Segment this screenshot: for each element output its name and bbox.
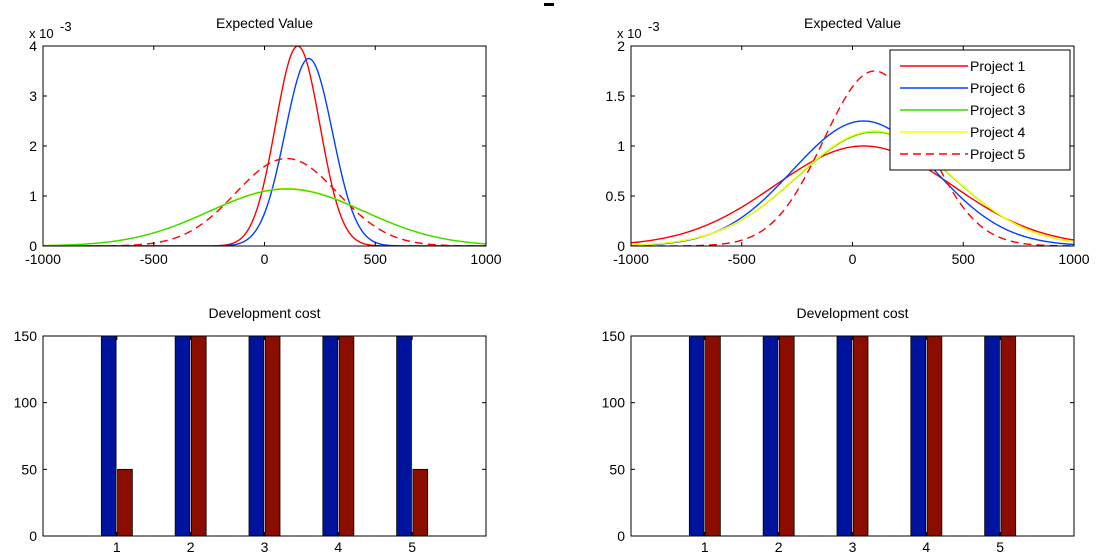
ev-right-xtick-label: 500: [952, 251, 976, 267]
ev-right-scale-exponent: -3: [648, 19, 660, 34]
cost-left-bar-3-series-2: [264, 336, 281, 536]
cost-right-ytick-label: 100: [602, 395, 626, 411]
ev-right-data: [631, 70, 1074, 246]
ev-left-ytick-label: 1: [29, 188, 37, 204]
ev-left-series-line-5: [43, 188, 486, 246]
cost-left-bar-2-series-2: [191, 336, 207, 536]
ev-right-legend-label-5: Project 5: [970, 146, 1025, 162]
cost-left-xtick-label: 2: [187, 539, 195, 553]
ev-left-plot-area: [43, 46, 486, 246]
ev-left-xtick-label: 0: [261, 251, 269, 267]
cost-right-data: [688, 336, 1017, 536]
cost-right-xtick-label: 3: [849, 539, 857, 553]
cost-left-data: [100, 336, 429, 536]
cost-left-bar-5-series-1: [396, 336, 412, 536]
ev-left-series-line-1: [43, 46, 486, 246]
cost-right-bar-3-series-2: [852, 336, 869, 536]
cost-right-bar-1-series-2: [705, 336, 721, 536]
cost-right-xtick-label: 5: [996, 539, 1004, 553]
cost-right-xtick-label: 4: [922, 539, 930, 553]
cost-left-ytick-label: 50: [21, 461, 37, 477]
ev-left-ytick-label: 2: [29, 138, 37, 154]
cost-left-bar-2-series-1: [174, 336, 191, 536]
ev-left-ytick-label: 4: [29, 38, 37, 54]
stray-dash-mark: [544, 3, 554, 6]
cost-right-title: Development cost: [796, 305, 908, 321]
cost-left-bar-1-series-1: [100, 336, 117, 536]
cost-left-bar-5-series-2: [412, 468, 429, 536]
ev-right-series-line-4: [631, 130, 1074, 246]
cost-right-bar-5-series-1: [984, 336, 1000, 536]
ev-right-xtick-label: 0: [849, 251, 857, 267]
cost-left-ytick-label: 0: [29, 528, 37, 544]
cost-right-bar-4-series-1: [910, 336, 926, 536]
ev-right-ytick-label: 1: [617, 138, 625, 154]
cost-left-ytick-label: 150: [14, 328, 38, 344]
cost-right-ytick-label: 50: [609, 461, 625, 477]
ev-right-ytick-label: 2: [617, 38, 625, 54]
ev-right-xtick-label: 1000: [1058, 251, 1089, 267]
cost-right-bar-3-series-1: [836, 336, 853, 536]
cost-right-plot-area: [631, 336, 1074, 536]
ev-left-ytick-label: 3: [29, 88, 37, 104]
ev-right-scale-label: x 10: [617, 26, 642, 41]
ev-left-xtick-label: 1000: [470, 251, 501, 267]
ev-right-legend-label-1: Project 1: [970, 58, 1025, 74]
ev-right-legend-label-4: Project 4: [970, 124, 1025, 140]
cost-left-bar-1-series-2: [117, 468, 133, 536]
ev-left-xtick-label: 500: [364, 251, 388, 267]
cost-left-xtick-label: 3: [261, 539, 269, 553]
ev-right-title: Expected Value: [804, 15, 901, 31]
ev-left-scale-label: x 10: [29, 26, 54, 41]
ev-right-axes: Expected Value x 10 -3 -1000 -500 0 500 1000 0 0.…: [606, 15, 1090, 267]
cost-left-xtick-label: 1: [113, 539, 121, 553]
ev-left-axes: Expected Value x 10 -3 -1000 -500 0 500 1000 0 1 2…: [25, 15, 502, 267]
cost-left-ytick-label: 100: [14, 395, 38, 411]
cost-left-xtick-label: 4: [334, 539, 342, 553]
ev-left-title: Expected Value: [216, 15, 313, 31]
cost-left-bar-4-series-1: [322, 336, 338, 536]
ev-left-series-line-3: [43, 157, 486, 246]
cost-left-bar-3-series-1: [248, 336, 265, 536]
cost-right-bar-2-series-2: [779, 336, 795, 536]
ev-left-ytick-label: 0: [29, 238, 37, 254]
cost-right-bar-1-series-1: [688, 336, 705, 536]
ev-right-xtick-label: -500: [728, 251, 756, 267]
cost-right-xtick-label: 2: [775, 539, 783, 553]
cost-left-xtick-label: 5: [408, 539, 416, 553]
cost-right-bar-2-series-1: [762, 336, 779, 536]
cost-left-plot-area: [43, 336, 486, 536]
cost-right-xtick-label: 1: [701, 539, 709, 553]
cost-right-ytick-label: 0: [617, 528, 625, 544]
cost-right-ytick-label: 150: [602, 328, 626, 344]
ev-right-xtick-label: -1000: [613, 251, 649, 267]
ev-right-legend-label-2: Project 6: [970, 80, 1025, 96]
ev-right-series-line-5: [631, 70, 1074, 246]
ev-right-ytick-label: 0.5: [606, 188, 626, 204]
ev-left-xtick-label: -1000: [25, 251, 61, 267]
ev-right-ytick-label: 1.5: [606, 88, 626, 104]
cost-right-bar-5-series-2: [1000, 336, 1017, 536]
cost-left-title: Development cost: [208, 305, 320, 321]
cost-right-bar-4-series-2: [926, 336, 943, 536]
cost-left-bar-4-series-2: [338, 336, 355, 536]
ev-left-scale-exponent: -3: [60, 19, 72, 34]
ev-right-ytick-label: 0: [617, 238, 625, 254]
ev-right-legend: Project 1 Project 6 Project 3 Project 4 Proj…: [889, 49, 1071, 171]
ev-right-legend-label-3: Project 3: [970, 102, 1025, 118]
ev-left-xtick-label: -500: [140, 251, 168, 267]
